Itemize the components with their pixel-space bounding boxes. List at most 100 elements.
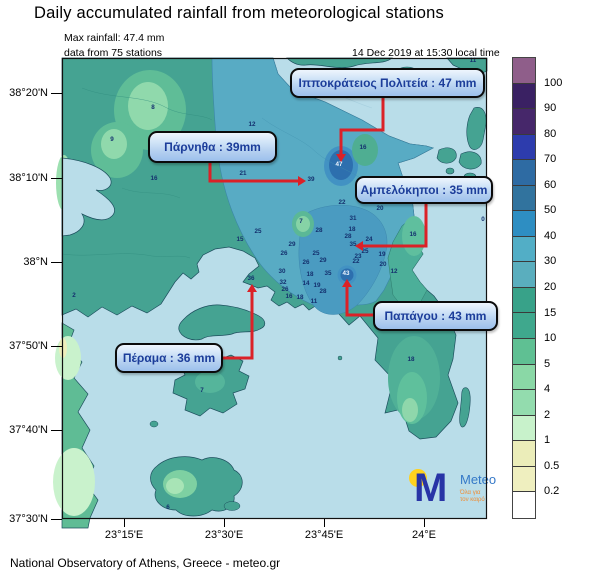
west-bay	[61, 157, 115, 237]
station-value: 18	[348, 226, 356, 233]
aegina-pale-inner	[166, 478, 184, 494]
legend-value: 80	[544, 127, 557, 140]
contour-line-a	[81, 87, 213, 121]
station-value: 16	[285, 293, 293, 300]
station-value: 30	[278, 268, 286, 275]
petalioi-island-d	[445, 167, 455, 175]
salamina-light-spot	[195, 371, 225, 393]
legend-color-cell	[513, 492, 535, 518]
evia-island	[286, 57, 393, 69]
station-value: 28	[344, 233, 352, 240]
station-value: 18	[296, 294, 304, 301]
station-value: 35	[324, 270, 332, 277]
contour-line-c	[121, 187, 181, 199]
station-value: 43	[342, 270, 350, 277]
callout-arrow-line	[223, 292, 254, 360]
station-value: 16	[150, 175, 158, 182]
legend-color-cell	[513, 236, 535, 263]
sun-icon	[409, 469, 427, 487]
callout-box: Παπάγου : 43 mm	[373, 301, 498, 331]
logo-text: Meteo	[460, 472, 496, 487]
logo-m-icon: M	[414, 466, 447, 510]
legend-color-cell	[513, 134, 535, 161]
legend-color-cell	[513, 58, 535, 84]
station-value: 26	[280, 250, 288, 257]
station-value: 14	[302, 280, 310, 287]
legend-color-cell	[513, 262, 535, 288]
y-axis-label: 37°30'N	[9, 513, 48, 525]
nw-green-inner-a	[128, 82, 168, 130]
y-axis-label: 38°10'N	[9, 172, 48, 184]
station-value: 36	[247, 275, 255, 282]
station-count-label: data from 75 stations	[64, 47, 163, 59]
callout-box: Πέραμα : 36 mm	[115, 343, 223, 373]
station-value: 16	[359, 144, 367, 151]
station-value: 28	[319, 288, 327, 295]
islet-dot-c	[337, 355, 343, 361]
callout-arrow-line	[339, 98, 385, 154]
green-spot-16	[352, 134, 378, 166]
callout-arrow-line	[208, 163, 298, 183]
salamina-north-arm	[178, 304, 266, 341]
station-value: 2	[72, 292, 76, 299]
rain-max-core-43	[340, 268, 354, 282]
station-value: 31	[349, 215, 357, 222]
legend-colorbar	[512, 57, 536, 519]
legend-value: 15	[544, 306, 557, 319]
legend-value: 4	[544, 383, 551, 396]
contour-line-b	[61, 253, 191, 259]
station-value: 25	[312, 250, 320, 257]
callout-box: Αμπελόκηποι : 35 mm	[355, 176, 493, 204]
legend-value: 0.2	[544, 485, 560, 498]
station-value: 47	[335, 161, 343, 168]
station-value: 35	[349, 241, 357, 248]
legend-color-cell	[513, 364, 535, 391]
legend-color-cell	[513, 441, 535, 467]
makronisos-island	[459, 387, 471, 428]
station-value: 26	[302, 259, 310, 266]
meteo-logo: M Meteo Όλα για τον καιρό	[409, 466, 496, 510]
legend-value: 30	[544, 255, 557, 268]
legend-value: 70	[544, 153, 557, 166]
station-value: 22	[352, 258, 360, 265]
max-rainfall-label: Max rainfall: 47.4 mm	[64, 32, 165, 44]
arrows-layer	[208, 98, 428, 360]
station-value: 6	[166, 504, 170, 511]
station-value: 11	[470, 57, 477, 64]
legend-color-cell	[513, 339, 535, 365]
y-axis-tick	[51, 178, 62, 179]
legend-color-cell	[513, 185, 535, 212]
y-axis-tick	[51, 519, 62, 520]
x-axis-label: 24°E	[412, 529, 436, 541]
callout-box: Ιπποκράτειος Πολιτεία : 47 mm	[290, 68, 485, 98]
datetime-label: 14 Dec 2019 at 15:30 local time	[352, 47, 500, 59]
station-value: 20	[379, 261, 387, 268]
station-value: 22	[338, 199, 346, 206]
contour-line-d	[261, 117, 368, 184]
legend-value: 100	[544, 76, 563, 89]
y-axis-tick	[51, 93, 62, 94]
legend-value: 2	[544, 408, 551, 421]
legend-color-cell	[513, 313, 535, 340]
x-axis-tick	[324, 519, 325, 527]
y-axis-tick	[51, 346, 62, 347]
legend-color-cell	[513, 466, 535, 493]
legend-value: 40	[544, 229, 557, 242]
station-value: 28	[315, 227, 323, 234]
rainfall-legend: 100 90 80 70 60 50 40 30 20 15 10 5 4 2 1 0.5 0.2	[512, 57, 597, 522]
map: 8 9 12 11 16 21 39 47 16 22 20 31 18 28 7 25 15 29 26 25 29 2…	[53, 57, 498, 529]
credit-line: National Observatory of Athens, Greece -…	[10, 556, 281, 570]
legend-color-cell	[513, 160, 535, 186]
y-axis-label: 37°50'N	[9, 340, 48, 352]
station-value: 18	[306, 271, 314, 278]
x-axis-label: 23°15'E	[104, 529, 144, 541]
callout-arrow-head	[355, 241, 363, 251]
legend-value: 90	[544, 102, 557, 115]
station-value: 18	[407, 356, 415, 363]
y-axis-tick	[51, 430, 62, 431]
nw-green-inner-b	[101, 129, 127, 159]
station-value: 24	[365, 236, 373, 243]
green-spot-7-inner	[296, 216, 310, 232]
legend-color-cell	[513, 211, 535, 237]
